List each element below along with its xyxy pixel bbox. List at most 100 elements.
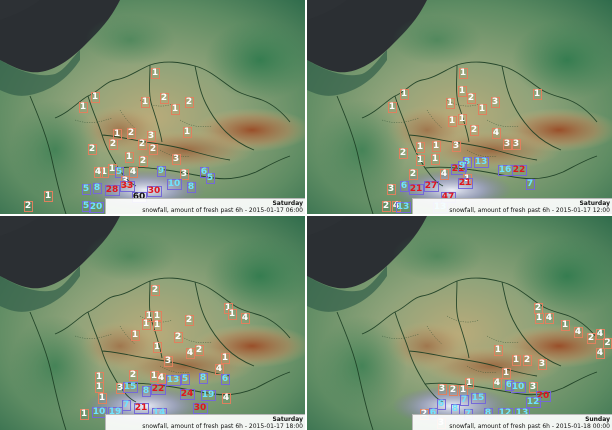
snow-amount-marker: 1: [430, 154, 440, 165]
snow-amount-marker: 6: [504, 380, 514, 391]
snow-amount-marker: 1: [431, 141, 441, 152]
forecast-day: Saturday: [579, 200, 610, 207]
snow-amount-marker: 1: [141, 319, 151, 330]
snow-amount-marker: 4: [492, 378, 502, 389]
snow-amount-marker: 1: [501, 368, 511, 379]
snow-amount-marker: 1: [387, 102, 397, 113]
snow-amount-marker: 1: [457, 114, 467, 125]
snow-amount-marker: 2: [138, 156, 148, 167]
snow-amount-marker: 3: [490, 97, 500, 108]
snow-amount-marker: 1: [493, 345, 503, 356]
snow-amount-marker: 22: [150, 384, 166, 395]
map-panel-saturday-1200: 1 1 1 2 3 1 1 1 1 1 1 2 4 3 3 1 1 3 2 1 1 8 13 21 9 22 16 2 4 1 3 6 21 27…: [307, 0, 612, 214]
snow-amount-marker: 2: [150, 285, 160, 296]
snow-amount-marker: 1: [220, 353, 230, 364]
snow-amount-marker: 13: [165, 375, 181, 386]
snow-amount-marker: 22: [511, 165, 527, 176]
snow-amount-marker: 1: [152, 311, 162, 322]
forecast-description: snowfall, amount of fresh past 6h - 2015…: [449, 207, 610, 214]
forecast-day: Saturday: [272, 200, 303, 207]
snow-amount-marker: 8: [198, 373, 208, 384]
snow-amount-marker: 15: [122, 382, 138, 393]
snow-amount-marker: 4: [221, 393, 231, 404]
snow-amount-marker: 2: [128, 370, 138, 381]
snow-amount-marker: 1: [457, 86, 467, 97]
snow-amount-marker: 30: [192, 403, 208, 414]
snow-amount-marker: 2: [194, 345, 204, 356]
snow-amount-marker: 6: [436, 399, 446, 410]
snow-amount-marker: 3: [537, 359, 547, 370]
snow-amount-marker: 4: [128, 167, 138, 178]
snow-amount-marker: 2: [159, 93, 169, 104]
snow-amount-marker: 6: [220, 374, 230, 385]
snow-amount-marker: 2: [137, 139, 147, 150]
snow-amount-marker: 2: [87, 144, 97, 155]
forecast-day: Saturday: [272, 416, 303, 423]
snow-amount-marker: 1: [560, 320, 570, 331]
snow-amount-marker: 6: [199, 167, 209, 178]
snow-amount-marker: 1: [130, 330, 140, 341]
snow-amount-marker: 1: [79, 409, 89, 420]
snow-amount-marker: 1: [43, 191, 53, 202]
snow-amount-marker: 10: [510, 382, 526, 393]
snow-amount-marker: 4: [214, 364, 224, 375]
snow-amount-marker: 20: [535, 391, 551, 402]
snow-amount-marker: 2: [381, 201, 391, 212]
snow-amount-marker: 4: [573, 327, 583, 338]
snow-amount-marker: 5: [114, 167, 124, 178]
snow-amount-marker: 1: [399, 89, 409, 100]
snow-amount-marker: 1: [152, 342, 162, 353]
snow-amount-marker: 2: [184, 97, 194, 108]
snow-amount-marker: 10: [166, 179, 182, 190]
snow-amount-marker: 1: [97, 393, 107, 404]
snow-amount-marker: 13: [473, 157, 489, 168]
snow-amount-marker: 8: [462, 157, 472, 168]
snow-amount-marker: 4: [93, 167, 103, 178]
snow-amount-marker: 5: [205, 173, 215, 184]
map-caption: Sunday snowfall, amount of fresh past 6h…: [412, 414, 612, 430]
snow-amount-marker: 8: [92, 183, 102, 194]
snow-amount-marker: 3: [528, 382, 538, 393]
snow-amount-marker: 3: [163, 356, 173, 367]
snow-amount-marker: 1: [94, 382, 104, 393]
snow-amount-marker: 3: [386, 184, 396, 195]
map-panel-saturday-1800: 2 1 1 1 4 1 2 1 1 1 2 1 2 4 1 3 4 1 2 1 4 5 8 6 1 3 15 8 22 13 24 19 4 1 7…: [0, 216, 305, 430]
snow-amount-marker: 1: [170, 104, 180, 115]
snow-amount-marker: 4: [439, 169, 449, 180]
snow-amount-marker: 20: [88, 202, 104, 213]
snow-amount-marker: 9: [156, 166, 166, 177]
snow-amount-marker: 3: [146, 131, 156, 142]
snow-amount-marker: 1: [532, 89, 542, 100]
snow-amount-marker: 2: [148, 144, 158, 155]
snow-amount-marker: 16: [497, 165, 513, 176]
snow-amount-marker: 21: [457, 178, 473, 189]
snow-amount-marker: 2: [184, 315, 194, 326]
snow-amount-marker: 3: [115, 383, 125, 394]
snow-amount-marker: 3: [179, 169, 189, 180]
snow-amount-marker: 1: [107, 164, 117, 175]
snow-amount-marker: 9: [457, 161, 467, 172]
snow-amount-marker: 7: [459, 395, 469, 406]
snow-amount-marker: 2: [408, 169, 418, 180]
snow-amount-marker: 2: [522, 355, 532, 366]
snow-amount-marker: 1: [78, 102, 88, 113]
map-caption: Saturday snowfall, amount of fresh past …: [412, 198, 612, 214]
snow-amount-marker: 1: [462, 174, 472, 185]
snow-amount-marker: 21: [408, 184, 424, 195]
snow-amount-marker: 1: [447, 116, 457, 127]
snow-amount-marker: 1: [511, 355, 521, 366]
snow-amount-marker: 5: [81, 184, 91, 195]
snow-amount-marker: 2: [586, 333, 596, 344]
snow-amount-marker: 2: [23, 201, 33, 212]
snow-amount-marker: 1: [458, 68, 468, 79]
snow-amount-marker: 1: [182, 127, 192, 138]
forecast-day: Sunday: [585, 416, 610, 423]
snow-amount-marker: 3: [502, 139, 512, 150]
snow-amount-marker: 33: [119, 181, 135, 192]
snow-amount-marker: 15: [470, 393, 486, 404]
snow-amount-marker: 1: [140, 97, 150, 108]
snow-amount-marker: 4: [240, 313, 250, 324]
snow-amount-marker: 4: [156, 373, 166, 384]
snow-amount-marker: 5: [81, 201, 91, 212]
